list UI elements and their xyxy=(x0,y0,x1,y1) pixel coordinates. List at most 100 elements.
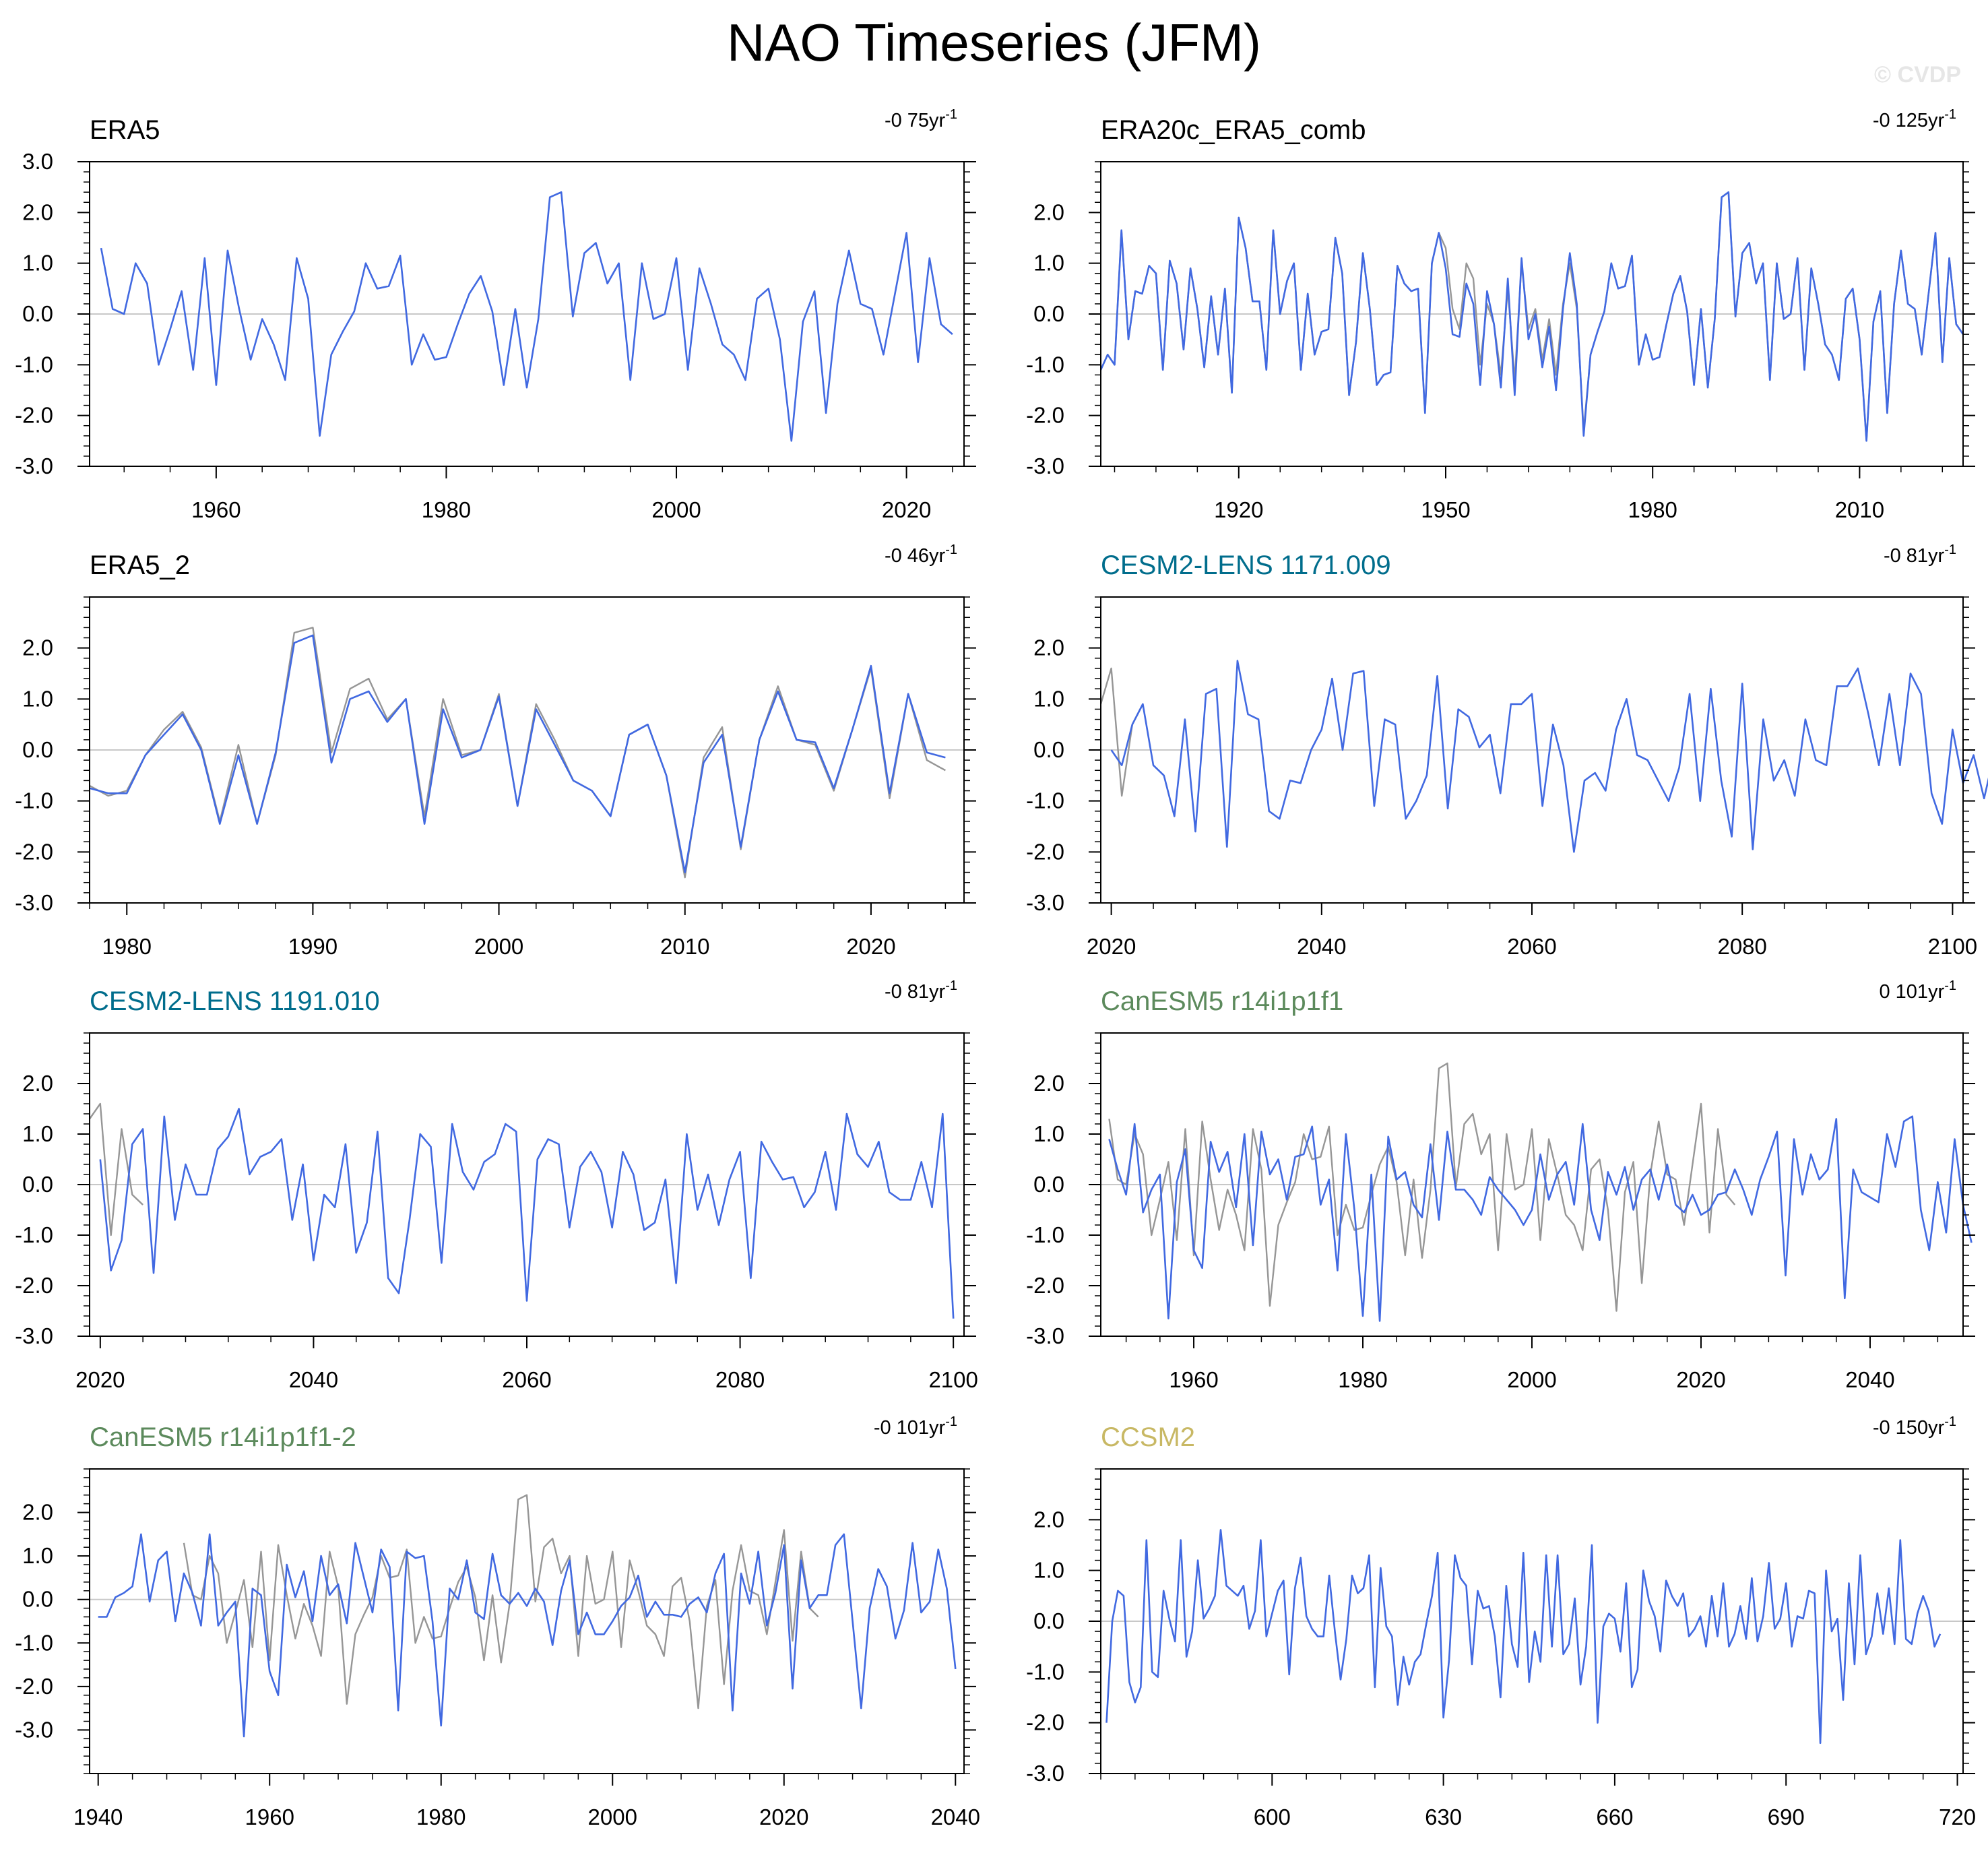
model-series-line xyxy=(98,1533,957,1738)
observed-series-line xyxy=(1099,191,1964,442)
x-tick-label: 2000 xyxy=(588,1805,637,1829)
y-tick-label: 0.0 xyxy=(1033,1172,1064,1197)
y-tick-label: 0.0 xyxy=(22,1172,53,1197)
trend-label: -0 150yr-1 xyxy=(1873,1414,1956,1439)
y-tick-label: -1.0 xyxy=(15,788,53,813)
chart-panel: -3.0 -2.0 -1.0 0.0 1.0 2.0 1960 1980 2000 2020 204… xyxy=(1026,978,1975,1392)
model-series-line xyxy=(1110,660,1988,853)
x-tick-label: 1960 xyxy=(1169,1367,1218,1392)
y-tick-label: 2.0 xyxy=(22,1500,53,1525)
x-tick-label: 2020 xyxy=(1676,1367,1725,1392)
x-tick-label: 2060 xyxy=(1507,934,1556,959)
model-series-line xyxy=(1099,191,1964,442)
x-tick-label: 600 xyxy=(1254,1805,1291,1829)
y-tick-label: 0.0 xyxy=(1033,1608,1064,1633)
observed-series-line xyxy=(89,627,946,879)
plot-frame xyxy=(89,1468,965,1774)
panel-title: ERA20c_ERA5_comb xyxy=(1101,115,1366,145)
observed-series-line xyxy=(1108,1062,1736,1312)
y-tick-label: 0.0 xyxy=(22,1587,53,1612)
panel-title: CESM2-LENS 1191.010 xyxy=(90,986,380,1016)
x-tick-label: 2040 xyxy=(1845,1367,1894,1392)
trend-label: -0 81yr-1 xyxy=(885,978,957,1003)
x-tick-label: 2010 xyxy=(1835,497,1884,522)
y-tick-label: 0.0 xyxy=(1033,301,1064,326)
observed-series-line xyxy=(89,1102,143,1236)
panel-title: CCSM2 xyxy=(1101,1422,1195,1452)
trend-label: 0 101yr-1 xyxy=(1879,978,1956,1003)
y-tick-label: -1.0 xyxy=(15,1222,53,1247)
x-tick-label: 1980 xyxy=(1338,1367,1387,1392)
y-tick-label: -3.0 xyxy=(1026,1761,1064,1786)
panel-title: ERA5_2 xyxy=(90,551,190,580)
x-tick-label: 2040 xyxy=(931,1805,980,1829)
y-tick-label: 1.0 xyxy=(1033,686,1064,711)
y-tick-label: -2.0 xyxy=(1026,1710,1064,1735)
x-tick-label: 1980 xyxy=(102,934,152,959)
model-series-line xyxy=(99,1108,955,1319)
y-tick-label: -2.0 xyxy=(15,1273,53,1298)
y-tick-label: 1.0 xyxy=(22,1121,53,1146)
x-tick-label: 2010 xyxy=(660,934,709,959)
y-tick-label: 1.0 xyxy=(22,251,53,276)
panel-title: CanESM5 r14i1p1f1 xyxy=(1101,986,1343,1016)
watermark: © CVDP xyxy=(1874,62,1961,88)
x-tick-label: 1920 xyxy=(1214,497,1263,522)
x-tick-label: 2080 xyxy=(1717,934,1766,959)
panel-title: CESM2-LENS 1171.009 xyxy=(1101,551,1391,580)
model-series-line xyxy=(89,634,946,873)
x-tick-label: 1980 xyxy=(422,497,471,522)
figure-title: NAO Timeseries (JFM) xyxy=(726,13,1262,72)
chart-panel: -3.0 -2.0 -1.0 0.0 1.0 2.0 1940 1960 1980 2000 202… xyxy=(15,1414,980,1829)
y-tick-label: 0.0 xyxy=(22,737,53,762)
x-tick-label: 1950 xyxy=(1421,497,1470,522)
x-tick-label: 630 xyxy=(1425,1805,1462,1829)
x-tick-label: 1940 xyxy=(73,1805,123,1829)
y-tick-label: -2.0 xyxy=(1026,1273,1064,1298)
y-tick-label: -1.0 xyxy=(15,1630,53,1655)
panel-title: CanESM5 r14i1p1f1-2 xyxy=(90,1422,356,1452)
y-tick-label: 1.0 xyxy=(1033,1558,1064,1583)
x-tick-label: 2040 xyxy=(289,1367,338,1392)
chart-panel: -3.0 -2.0 -1.0 0.0 1.0 2.0 2020 2040 2060 2080 210… xyxy=(1026,542,1988,959)
y-tick-label: -3.0 xyxy=(1026,1323,1064,1348)
x-tick-label: 1960 xyxy=(245,1805,294,1829)
trend-label: -0 101yr-1 xyxy=(874,1414,957,1439)
y-tick-label: -1.0 xyxy=(1026,788,1064,813)
y-tick-label: 3.0 xyxy=(22,149,53,174)
y-tick-label: -2.0 xyxy=(1026,839,1064,864)
chart-panel: -3.0 -2.0 -1.0 0.0 1.0 2.0 1980 1990 2000 2010 202… xyxy=(15,542,976,959)
x-tick-label: 690 xyxy=(1768,1805,1805,1829)
y-tick-label: -3.0 xyxy=(1026,453,1064,478)
y-tick-label: -2.0 xyxy=(1026,403,1064,428)
x-tick-label: 2100 xyxy=(928,1367,977,1392)
y-tick-label: -3.0 xyxy=(15,890,53,915)
y-tick-label: -1.0 xyxy=(15,352,53,377)
x-tick-label: 2000 xyxy=(474,934,523,959)
model-series-line xyxy=(1108,1115,1973,1322)
trend-label: -0 46yr-1 xyxy=(885,542,957,567)
panel-title: ERA5 xyxy=(90,115,160,145)
x-tick-label: 2020 xyxy=(75,1367,125,1392)
y-tick-label: -3.0 xyxy=(15,1717,53,1742)
x-tick-label: 2000 xyxy=(1507,1367,1556,1392)
y-tick-label: 2.0 xyxy=(1033,635,1064,660)
y-tick-label: 2.0 xyxy=(22,199,53,224)
y-tick-label: -3.0 xyxy=(15,453,53,478)
x-tick-label: 2020 xyxy=(759,1805,808,1829)
y-tick-label: 2.0 xyxy=(22,635,53,660)
y-tick-label: -1.0 xyxy=(1026,352,1064,377)
y-tick-label: -2.0 xyxy=(15,839,53,864)
trend-label: -0 125yr-1 xyxy=(1873,107,1956,131)
y-tick-label: 2.0 xyxy=(1033,1071,1064,1096)
chart-panel: -3.0 -2.0 -1.0 0.0 1.0 2.0 1920 1950 1980 2010 ERA… xyxy=(1026,107,1975,522)
y-tick-label: 1.0 xyxy=(22,686,53,711)
x-tick-label: 2020 xyxy=(882,497,931,522)
y-tick-label: -2.0 xyxy=(15,403,53,428)
y-tick-label: 0.0 xyxy=(22,301,53,326)
y-tick-label: 2.0 xyxy=(1033,199,1064,224)
chart-panel: -3.0 -2.0 -1.0 0.0 1.0 2.0 2020 2040 2060 2080 210… xyxy=(15,978,978,1392)
y-tick-label: 1.0 xyxy=(22,1543,53,1568)
x-tick-label: 1990 xyxy=(288,934,338,959)
chart-panel: -3.0 -2.0 -1.0 0.0 1.0 2.0 600 630 660 690 720 CCSM… xyxy=(1026,1414,1976,1829)
